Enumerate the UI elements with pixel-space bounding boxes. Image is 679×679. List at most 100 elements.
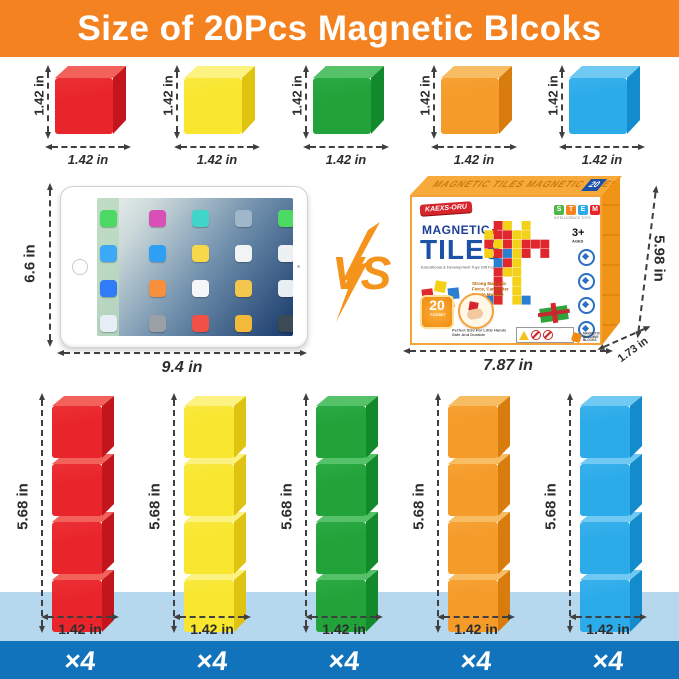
unit-height-line xyxy=(174,65,180,139)
green-cube xyxy=(313,66,384,134)
cube-front-face xyxy=(580,406,630,458)
red-cube xyxy=(52,454,114,516)
cube-top-face xyxy=(52,454,114,464)
box-top-flap: MAGNETIC TILES MAGNETIC TILES 20 xyxy=(410,176,622,195)
app-icon xyxy=(235,315,252,332)
stack-width-label: 1.42 in xyxy=(586,621,630,637)
cube-side-face xyxy=(498,454,510,516)
cube-side-face xyxy=(234,454,246,516)
app-icon xyxy=(149,280,166,297)
yellow-cube xyxy=(184,570,246,632)
cube-front-face xyxy=(316,464,366,516)
unit-width-line xyxy=(303,144,389,150)
unit-cube-group: 1.42 in 1.42 in xyxy=(286,64,410,168)
cube-side-face xyxy=(234,512,246,574)
cube-top-face xyxy=(52,512,114,522)
cube-front-face xyxy=(448,580,498,632)
cube-top-face xyxy=(580,396,642,406)
cube-front-face xyxy=(52,406,102,458)
stem-letter-tile: T xyxy=(566,205,576,215)
stack-height-line xyxy=(303,393,309,633)
feature-badge-icons xyxy=(578,249,595,338)
cube-front-face xyxy=(52,522,102,574)
robot-blocks-illustration xyxy=(484,221,550,305)
cube-front-face xyxy=(184,522,234,574)
unit-height-line xyxy=(45,65,51,139)
cube-side-face xyxy=(113,66,126,134)
stem-letter-tile: E xyxy=(578,205,588,215)
tablet-width-line xyxy=(57,350,307,356)
stack-height-label: 5.68 in xyxy=(14,483,32,530)
lightning-bolt-icon xyxy=(336,222,380,322)
cube-side-face xyxy=(498,512,510,574)
app-icon xyxy=(235,280,252,297)
stack-width-line xyxy=(41,614,119,620)
tablet-height-line xyxy=(47,183,53,347)
box-width-line xyxy=(403,348,613,354)
app-icon xyxy=(100,280,117,297)
yellow-cube xyxy=(184,396,246,458)
cube-top-face xyxy=(184,512,246,522)
app-icon xyxy=(192,245,209,262)
unit-cube-group: 1.42 in 1.42 in xyxy=(414,64,538,168)
yellow-cube xyxy=(184,512,246,574)
multiplier-label: ×4 xyxy=(459,646,494,676)
age-label: 3+ xyxy=(572,227,585,239)
unit-width-line xyxy=(45,144,131,150)
box-width-label: 7.87 in xyxy=(483,357,533,374)
unit-height-label: 1.42 in xyxy=(160,75,176,116)
app-icon xyxy=(278,315,293,332)
hand-caption: Perfect Size For Little Hands Safe And Du… xyxy=(452,328,507,337)
stack-height-line xyxy=(567,393,573,633)
box-height-label: 5.98 in xyxy=(650,235,668,282)
cube-front-face xyxy=(52,580,102,632)
cube-front-face xyxy=(184,580,234,632)
unit-height-line xyxy=(559,65,565,139)
feature-circle-icon xyxy=(578,297,595,314)
prohibited-icon xyxy=(543,330,553,340)
hand-holding-cube-icon xyxy=(458,293,494,329)
app-icon xyxy=(278,280,293,297)
multiplier-label: ×4 xyxy=(327,646,362,676)
app-icon xyxy=(192,210,209,227)
cube-front-face xyxy=(569,78,627,134)
stack-width-line xyxy=(569,614,647,620)
cube-front-face xyxy=(55,78,113,134)
stack-height-line xyxy=(39,393,45,633)
unit-width-line xyxy=(431,144,517,150)
blue-cube xyxy=(580,512,642,574)
unit-width-line xyxy=(174,144,260,150)
unit-height-label: 1.42 in xyxy=(289,75,305,116)
stack-height-line xyxy=(435,393,441,633)
cube-top-face xyxy=(316,512,378,522)
app-icon xyxy=(235,210,252,227)
cube-top-face xyxy=(184,570,246,580)
unit-height-label: 1.42 in xyxy=(31,75,47,116)
cube-front-face xyxy=(184,78,242,134)
cube-side-face xyxy=(242,66,255,134)
unit-width-line xyxy=(559,144,645,150)
feature-circle-icon xyxy=(578,249,595,266)
orange-cube xyxy=(448,512,510,574)
stack-height-line xyxy=(171,393,177,633)
app-icon xyxy=(100,315,117,332)
stack-width-label: 1.42 in xyxy=(58,621,102,637)
stack-width-label: 1.42 in xyxy=(454,621,498,637)
cube-side-face xyxy=(498,396,510,458)
tablet-width-label: 9.4 in xyxy=(161,359,203,376)
app-icon xyxy=(278,210,293,227)
red-cube xyxy=(52,396,114,458)
app-icon xyxy=(149,210,166,227)
cube-top-face xyxy=(448,396,510,406)
cube-front-face xyxy=(316,522,366,574)
app-icon xyxy=(149,315,166,332)
cube-side-face xyxy=(102,396,114,458)
warning-label xyxy=(516,327,574,343)
cube-top-face xyxy=(313,66,384,78)
multiplier-label: ×4 xyxy=(195,646,230,676)
cube-side-face xyxy=(366,512,378,574)
stack-width-label: 1.42 in xyxy=(322,621,366,637)
app-icon xyxy=(100,210,117,227)
cube-front-face xyxy=(580,580,630,632)
